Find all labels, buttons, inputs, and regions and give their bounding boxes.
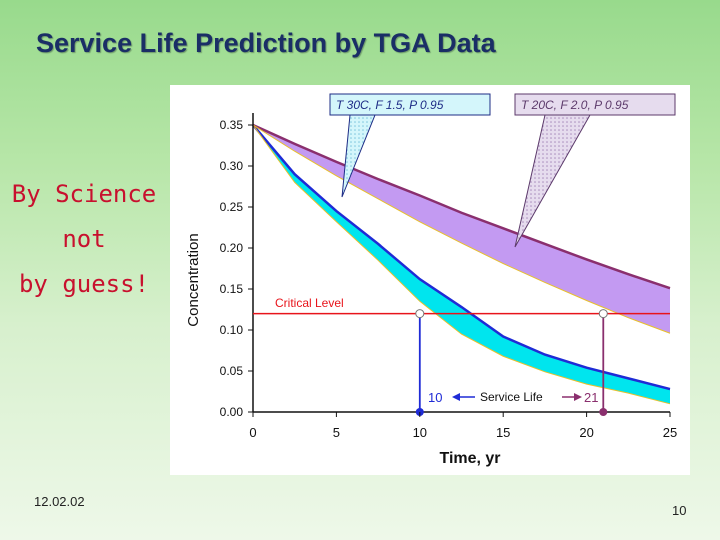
y-tick-label-3: 0.15 bbox=[220, 282, 244, 296]
series-2-upper-line bbox=[252, 123, 671, 290]
chart-axes bbox=[252, 113, 670, 416]
y-tick-label-2: 0.10 bbox=[220, 323, 244, 337]
y-tick-label-6: 0.30 bbox=[220, 159, 244, 173]
footer-date: 12.02.02 bbox=[34, 494, 85, 509]
x-tick-label-4: 20 bbox=[579, 425, 593, 440]
series-1-lower-line bbox=[252, 124, 671, 405]
callout-2-box bbox=[514, 93, 676, 116]
series-2-band bbox=[253, 125, 670, 334]
x-tick-label-5: 25 bbox=[663, 425, 677, 440]
callout-series-2: T 20C, F 2.0, P 0.95 bbox=[514, 93, 676, 248]
y-axis-title-group: Concentration bbox=[185, 233, 202, 326]
service-life-chart: 0.00 0.05 0.10 0.15 0.20 0.25 0.30 0.35 0 5 10 15 20… bbox=[185, 93, 678, 467]
series-bands bbox=[252, 123, 671, 405]
critical-level-label: Critical Level bbox=[275, 296, 344, 310]
series-1-upper-line bbox=[252, 124, 671, 391]
arrow-right-head bbox=[574, 393, 582, 401]
service-life-label: Service Life bbox=[480, 390, 543, 404]
service-life-point-2 bbox=[598, 309, 608, 319]
side-note: By Science not by guess! bbox=[4, 172, 164, 307]
slide-title: Service Life Prediction by TGA Data bbox=[36, 28, 496, 58]
arrow-left-head bbox=[452, 393, 460, 401]
chart-frame: 0.00 0.05 0.10 0.15 0.20 0.25 0.30 0.35 0 5 10 15 20… bbox=[170, 85, 690, 475]
side-note-line-1: By Science bbox=[11, 180, 157, 208]
service-life-value-1: 10 bbox=[428, 390, 442, 405]
y-tick-label-7: 0.35 bbox=[220, 118, 244, 132]
callout-1-box bbox=[329, 93, 491, 116]
y-axis-title: Concentration bbox=[185, 233, 202, 326]
x-tick-label-3: 15 bbox=[496, 425, 510, 440]
service-life-dot-2 bbox=[599, 408, 608, 416]
x-tick-label-2: 10 bbox=[413, 425, 427, 440]
y-tick-label-1: 0.05 bbox=[220, 364, 244, 378]
y-tick-label-4: 0.20 bbox=[220, 241, 244, 255]
x-tick-label-1: 5 bbox=[333, 425, 340, 440]
series-1-band bbox=[253, 125, 670, 404]
callout-2-text: T 20C, F 2.0, P 0.95 bbox=[521, 98, 629, 112]
side-note-line-2: not bbox=[62, 225, 106, 253]
callout-series-1: T 30C, F 1.5, P 0.95 bbox=[329, 93, 491, 198]
y-tick-label-0: 0.00 bbox=[220, 405, 244, 419]
service-life-point-1 bbox=[415, 309, 425, 319]
chart-ticks: 0.00 0.05 0.10 0.15 0.20 0.25 0.30 0.35 0 5 10 15 20… bbox=[220, 118, 678, 440]
callout-2-pointer bbox=[514, 114, 591, 248]
service-life-value-2: 21 bbox=[584, 390, 598, 405]
x-tick-label-0: 0 bbox=[249, 425, 256, 440]
x-axis-title: Time, yr bbox=[439, 450, 500, 467]
page-number: 10 bbox=[672, 503, 687, 518]
series-2-lower-line bbox=[252, 124, 671, 334]
y-tick-label-5: 0.25 bbox=[220, 200, 244, 214]
side-note-line-3: by guess! bbox=[18, 270, 150, 298]
callout-1-text: T 30C, F 1.5, P 0.95 bbox=[336, 98, 444, 112]
